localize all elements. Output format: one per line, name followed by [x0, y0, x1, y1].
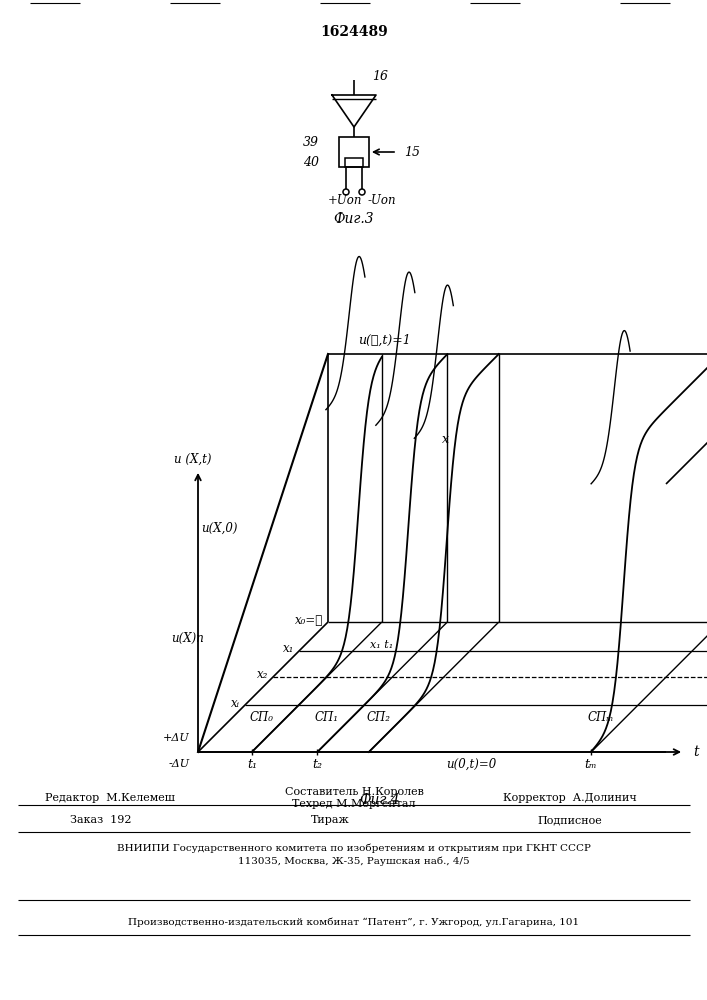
- Text: 16: 16: [372, 70, 388, 84]
- Text: x: x: [442, 433, 449, 446]
- Text: +Uоп: +Uоп: [328, 194, 362, 208]
- Text: 113035, Москва, Ж-35, Раушская наб., 4/5: 113035, Москва, Ж-35, Раушская наб., 4/5: [238, 856, 470, 866]
- Text: СПₘ: СПₘ: [588, 711, 614, 724]
- Text: Тираж: Тираж: [310, 815, 349, 825]
- Text: u(X)п: u(X)п: [172, 632, 204, 645]
- Text: Фиг.4: Фиг.4: [360, 793, 400, 807]
- Text: Заказ  192: Заказ 192: [70, 815, 132, 825]
- Text: 1624489: 1624489: [320, 25, 388, 39]
- Text: 15: 15: [404, 145, 420, 158]
- Text: u(ℓ,t)=1: u(ℓ,t)=1: [358, 334, 411, 347]
- Text: u(X,0): u(X,0): [201, 522, 238, 535]
- Text: Производственно-издательский комбинат “Патент”, г. Ужгород, ул.Гагарина, 101: Производственно-издательский комбинат “П…: [129, 917, 580, 927]
- Text: t₁: t₁: [247, 758, 257, 770]
- Text: СП₀: СП₀: [250, 711, 274, 724]
- Text: Подписное: Подписное: [537, 815, 602, 825]
- Text: xᵢ: xᵢ: [230, 697, 240, 710]
- Text: x₁ t₁: x₁ t₁: [370, 640, 393, 650]
- Text: Составитель Н.Королев: Составитель Н.Королев: [284, 787, 423, 797]
- Text: Техред М.Моргентал: Техред М.Моргентал: [292, 799, 416, 809]
- Text: x₁: x₁: [283, 642, 294, 655]
- Text: 40: 40: [303, 155, 319, 168]
- Text: -ΔU: -ΔU: [169, 759, 190, 769]
- Text: +ΔU: +ΔU: [163, 733, 190, 743]
- Text: t₂: t₂: [312, 758, 322, 770]
- Text: СП₂: СП₂: [366, 711, 390, 724]
- Bar: [339, 137, 369, 167]
- Text: u (X,t): u (X,t): [174, 452, 212, 466]
- Text: 39: 39: [303, 136, 319, 149]
- Text: ВНИИПИ Государственного комитета по изобретениям и открытиям при ГКНТ СССР: ВНИИПИ Государственного комитета по изоб…: [117, 843, 591, 853]
- Text: u(0,t)=0: u(0,t)=0: [446, 758, 496, 770]
- Bar: [345, 158, 363, 167]
- Text: x₂: x₂: [257, 668, 269, 681]
- Text: Корректор  А.Долинич: Корректор А.Долинич: [503, 793, 637, 803]
- Text: Редактор  М.Келемеш: Редактор М.Келемеш: [45, 793, 175, 803]
- Text: tₘ: tₘ: [585, 758, 597, 770]
- Text: СП₁: СП₁: [315, 711, 339, 724]
- Text: t: t: [693, 745, 699, 759]
- Text: x₀=ℓ: x₀=ℓ: [295, 613, 323, 626]
- Text: -Uоп: -Uоп: [368, 194, 397, 208]
- Text: Фиг.3: Фиг.3: [334, 212, 374, 226]
